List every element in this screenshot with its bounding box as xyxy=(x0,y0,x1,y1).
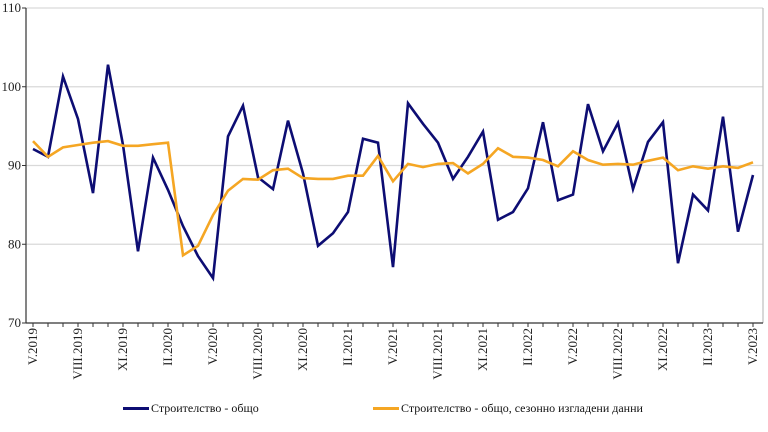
x-tick-label: XI.2019 xyxy=(115,328,130,371)
legend-item-seasonal: Строителство - общо, сезонно изгладени д… xyxy=(373,401,643,416)
legend-label-raw: Строителство - общо xyxy=(151,401,259,415)
x-tick-label: VIII.2022 xyxy=(610,328,625,380)
y-tick-label: 70 xyxy=(8,315,21,330)
x-tick-label: II.2022 xyxy=(520,328,535,366)
x-tick-label: VIII.2019 xyxy=(70,328,85,380)
y-axis: 70 80 90 100 110 xyxy=(2,0,27,330)
x-tick-label: V.2022 xyxy=(565,328,580,365)
grid-lines xyxy=(26,7,763,245)
y-tick-label: 110 xyxy=(2,0,21,15)
series-line-seasonal xyxy=(32,139,754,258)
legend-item-raw: Строителство - общо xyxy=(123,401,259,416)
y-tick-label: 100 xyxy=(2,79,22,94)
x-tick-label: VIII.2020 xyxy=(250,328,265,380)
x-tick-label: XI.2021 xyxy=(475,328,490,371)
y-tick-label: 80 xyxy=(8,236,21,251)
legend-label-seasonal: Строителство - общо, сезонно изгладени д… xyxy=(401,401,643,415)
x-tick-label: V.2020 xyxy=(205,328,220,365)
legend-swatch-raw xyxy=(123,407,149,410)
x-tick-label: XI.2020 xyxy=(295,328,310,371)
x-tick-label: V.2021 xyxy=(385,328,400,365)
series-line-raw xyxy=(32,64,755,282)
x-tick-label: II.2023 xyxy=(700,328,715,366)
line-chart: 70 80 90 100 110 V.2019 VIII.2019 XI.2019 II.20… xyxy=(2,0,764,380)
x-tick-label: V.2023 xyxy=(745,328,760,365)
x-tick-label: XI.2022 xyxy=(655,328,670,371)
legend-swatch-seasonal xyxy=(373,407,399,410)
x-tick-label: II.2021 xyxy=(340,328,355,366)
y-tick-label: 90 xyxy=(8,158,21,173)
legend: Строителство - общо Строителство - общо,… xyxy=(0,401,768,421)
series-lines xyxy=(32,64,755,282)
x-axis: V.2019 VIII.2019 XI.2019 II.2020 V.2020 VIII.… xyxy=(25,322,763,380)
x-tick-label: VIII.2021 xyxy=(430,328,445,380)
x-tick-label: V.2019 xyxy=(25,328,40,365)
x-tick-label: II.2020 xyxy=(160,328,175,366)
